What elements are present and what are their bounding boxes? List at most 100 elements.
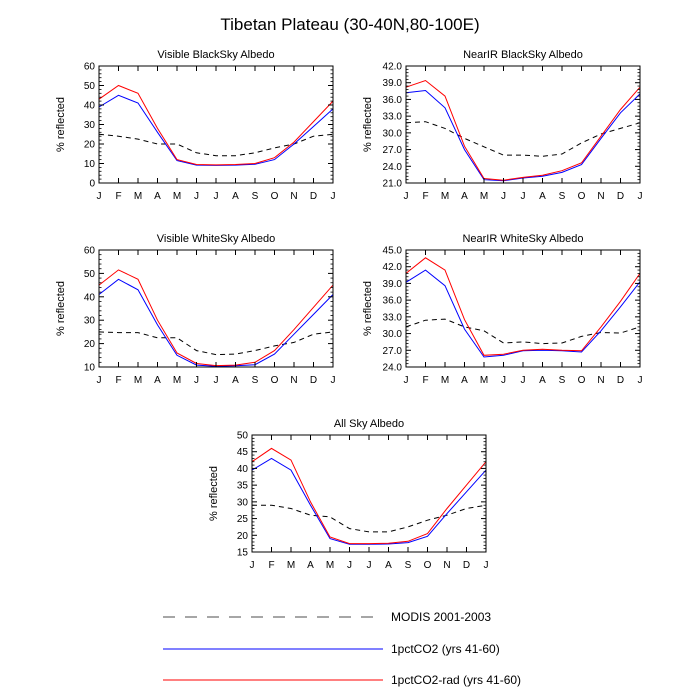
x-tick-label: S: [405, 560, 412, 571]
x-tick-label: A: [539, 191, 546, 202]
x-tick-label: M: [480, 375, 488, 386]
series-line-1pctco2: [98, 94, 334, 166]
y-tick-label: 33.0: [383, 112, 403, 123]
y-tick-label: 42.0: [383, 62, 403, 73]
x-tick-label: M: [441, 191, 449, 202]
plot-frame: [251, 434, 487, 553]
y-tick-label: 45.0: [383, 246, 403, 257]
x-tick-label: A: [232, 191, 239, 202]
y-tick-label: 39.0: [383, 279, 403, 290]
panel-title: NearIR BlackSky Albedo: [463, 49, 583, 61]
y-tick-label: 27.0: [383, 346, 403, 357]
y-axis-label: % reflected: [362, 97, 374, 152]
x-tick-label: M: [287, 560, 295, 571]
series-line-1pctco2-rad: [251, 447, 487, 545]
x-tick-label: D: [617, 375, 624, 386]
y-tick-label: 30: [84, 316, 96, 327]
panel-title: Visible WhiteSky Albedo: [157, 233, 275, 245]
x-tick-label: J: [214, 191, 219, 202]
y-tick-label: 20: [237, 531, 249, 542]
y-tick-label: 50: [237, 431, 249, 442]
legend: MODIS 2001-2003 1pctCO2 (yrs 41-60) 1pctCO…: [163, 610, 521, 687]
x-tick-label: O: [578, 375, 586, 386]
x-tick-label: J: [521, 375, 526, 386]
x-tick-label: D: [310, 191, 317, 202]
panel-title: Visible BlackSky Albedo: [157, 49, 274, 61]
x-tick-label: S: [252, 191, 259, 202]
x-tick-label: A: [154, 191, 161, 202]
x-tick-label: J: [194, 191, 199, 202]
y-axis-label: % reflected: [55, 281, 67, 336]
x-tick-label: M: [134, 191, 142, 202]
legend-label-2: 1pctCO2 (yrs 41-60): [391, 642, 500, 656]
legend-label-1: MODIS 2001-2003: [391, 610, 491, 624]
y-tick-label: 33.0: [383, 312, 403, 323]
y-tick-label: 50: [84, 269, 96, 280]
y-axis-label: % reflected: [362, 281, 374, 336]
series-line-modis: [405, 121, 641, 157]
x-tick-label: J: [367, 560, 372, 571]
y-tick-label: 36.0: [383, 95, 403, 106]
x-tick-label: J: [638, 191, 643, 202]
x-tick-label: D: [463, 560, 470, 571]
x-tick-label: M: [173, 191, 181, 202]
x-tick-label: F: [268, 560, 274, 571]
series-line-modis: [405, 318, 641, 345]
legend-label-3: 1pctCO2-rad (yrs 41-60): [391, 673, 521, 687]
y-axis-label: % reflected: [55, 97, 67, 152]
y-tick-label: 50: [84, 81, 96, 92]
x-tick-label: O: [271, 191, 279, 202]
x-tick-label: J: [194, 375, 199, 386]
series-line-modis: [98, 331, 334, 356]
x-tick-label: A: [232, 375, 239, 386]
x-tick-label: A: [461, 375, 468, 386]
y-tick-label: 10: [84, 159, 96, 170]
x-tick-label: F: [422, 191, 428, 202]
x-tick-label: J: [484, 560, 489, 571]
x-tick-label: J: [97, 191, 102, 202]
x-tick-label: J: [214, 375, 219, 386]
y-tick-label: 24.0: [383, 363, 403, 374]
panel-title: NearIR WhiteSky Albedo: [462, 233, 583, 245]
x-tick-label: O: [271, 375, 279, 386]
x-tick-label: N: [443, 560, 450, 571]
y-tick-label: 42.0: [383, 262, 403, 273]
x-tick-label: F: [115, 191, 121, 202]
y-tick-label: 30: [237, 497, 249, 508]
y-tick-label: 20: [84, 140, 96, 151]
x-tick-label: N: [597, 191, 604, 202]
series-line-1pctco2-rad: [98, 269, 334, 367]
x-tick-label: J: [97, 375, 102, 386]
series-line-1pctco2: [405, 269, 641, 358]
x-tick-label: J: [250, 560, 255, 571]
y-tick-label: 15: [237, 548, 249, 559]
y-tick-label: 40: [84, 292, 96, 303]
x-tick-label: M: [480, 191, 488, 202]
series-line-1pctco2-rad: [405, 257, 641, 356]
x-tick-label: M: [134, 375, 142, 386]
x-tick-label: J: [521, 191, 526, 202]
x-tick-label: J: [347, 560, 352, 571]
x-tick-label: J: [501, 191, 506, 202]
y-tick-label: 40: [84, 101, 96, 112]
y-tick-label: 40: [237, 464, 249, 475]
x-tick-label: S: [559, 191, 566, 202]
x-tick-label: A: [154, 375, 161, 386]
x-tick-label: M: [441, 375, 449, 386]
x-tick-label: N: [290, 375, 297, 386]
x-tick-label: J: [404, 375, 409, 386]
y-tick-label: 39.0: [383, 78, 403, 89]
x-tick-label: N: [597, 375, 604, 386]
x-tick-label: N: [290, 191, 297, 202]
y-axis-label: % reflected: [208, 466, 220, 521]
panel-title: All Sky Albedo: [334, 418, 404, 430]
plot-frame: [405, 65, 641, 184]
series-line-1pctco2: [251, 457, 487, 545]
x-tick-label: D: [617, 191, 624, 202]
plot-frame: [98, 249, 334, 368]
x-tick-label: S: [252, 375, 259, 386]
